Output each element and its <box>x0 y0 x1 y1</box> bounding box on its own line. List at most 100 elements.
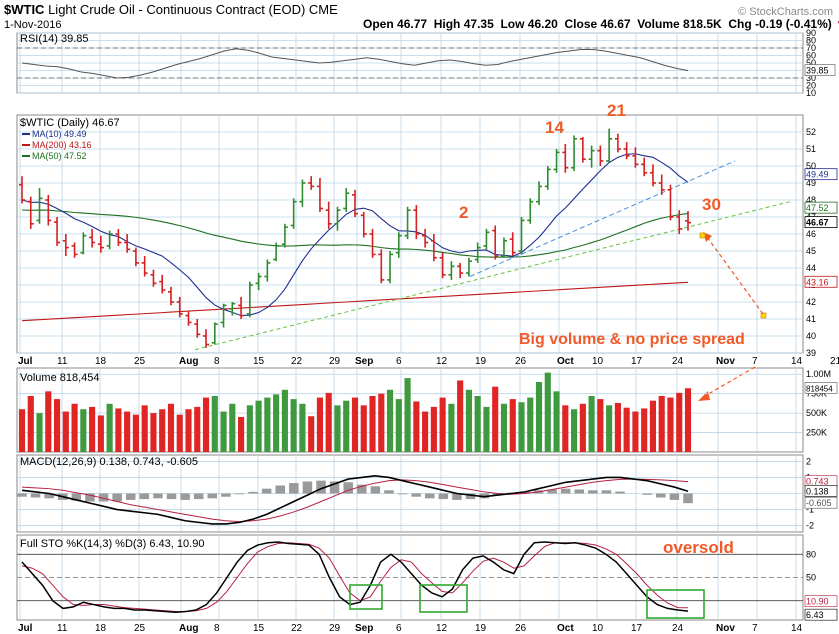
price-bar <box>45 194 52 226</box>
price-tick-label: 41 <box>806 314 816 324</box>
volume-bar <box>290 399 297 452</box>
x-axis-label-bottom: 15 <box>253 623 265 634</box>
volume-bar <box>457 380 464 452</box>
volume-bar <box>45 391 52 452</box>
price-bar <box>132 247 139 267</box>
volume-bar <box>159 409 166 452</box>
volume-bar <box>439 397 446 452</box>
volume-bar <box>430 406 437 452</box>
volume-bar <box>71 403 78 452</box>
price-value-label: 43.16 <box>806 277 829 287</box>
volume-bar <box>465 389 472 452</box>
price-tick-label: 48 <box>806 195 816 205</box>
price-bar <box>369 228 376 258</box>
rsi-label: RSI(14) 39.85 <box>20 33 88 45</box>
ma200-line <box>21 281 689 322</box>
macd-histogram-bar <box>193 493 204 500</box>
price-bar <box>316 177 323 212</box>
price-bar <box>203 329 210 348</box>
x-axis-label: 10 <box>592 356 604 367</box>
x-axis-label: 12 <box>436 356 448 367</box>
price-bar <box>571 135 578 172</box>
x-axis-label: 14 <box>791 356 803 367</box>
price-bar <box>614 133 621 153</box>
chg-label: Chg <box>728 17 752 31</box>
volume-bar <box>229 403 236 452</box>
sto-value-box <box>804 608 838 621</box>
volume-label: Volume 818,454 <box>20 372 100 384</box>
rsi-tick-label: 90 <box>806 28 816 38</box>
price-bar <box>492 225 499 260</box>
x-axis-label-bottom: 19 <box>475 623 487 634</box>
x-axis-label-bottom: Jul <box>18 623 33 634</box>
x-axis-label-bottom: 14 <box>791 623 803 634</box>
macd-histogram-bar <box>30 493 41 498</box>
price-bar <box>264 259 271 282</box>
close-value: 46.67 <box>600 17 631 31</box>
x-axis-label-bottom: 25 <box>134 623 146 634</box>
volume-bar <box>220 411 227 452</box>
sto-tick-label: 80 <box>806 549 816 559</box>
macd-line <box>21 475 689 525</box>
price-value-label: 46.67 <box>806 218 829 228</box>
x-axis-label: 19 <box>475 356 487 367</box>
volume-bar <box>360 405 367 452</box>
macd-histogram-bar <box>329 481 340 494</box>
price-bar <box>536 181 543 206</box>
volume-tick-label: 1.00M <box>806 369 831 379</box>
x-axis-label: 18 <box>95 356 107 367</box>
volume-tick-label: 250K <box>806 428 827 438</box>
price-bar <box>641 157 648 177</box>
price-bar <box>238 296 245 319</box>
price-bar <box>439 252 446 279</box>
volume-bar <box>562 405 569 452</box>
volume-bar <box>343 400 350 452</box>
rising-trendline <box>469 160 736 277</box>
price-value-box <box>804 168 838 181</box>
volume-bar <box>658 396 665 452</box>
price-bar <box>448 261 455 280</box>
price-bar <box>150 269 157 287</box>
close-label: Close <box>564 17 598 31</box>
volume-bar <box>500 403 508 452</box>
volume-bar <box>448 403 455 452</box>
x-axis-label-bottom: 11 <box>57 623 68 634</box>
macd-histogram-bar <box>601 490 612 494</box>
price-bar <box>299 179 306 207</box>
volume-bar <box>18 409 26 452</box>
macd-histogram-bar <box>669 493 680 500</box>
price-bar <box>325 201 332 229</box>
chart-date: 1-Nov-2016 <box>4 19 62 31</box>
x-axis-label-bottom: 6 <box>396 623 402 634</box>
price-bar <box>71 242 78 258</box>
volume-bar <box>141 405 148 452</box>
sto-value-box <box>804 595 838 608</box>
volume-bar <box>132 414 139 452</box>
price-bar <box>579 137 586 163</box>
volume-bar <box>202 397 210 452</box>
price-tick-label: 51 <box>806 144 816 154</box>
volume-value-box <box>804 382 838 394</box>
price-bar <box>220 303 227 328</box>
volume-bar <box>676 392 683 452</box>
wave-2-annotation: 2 <box>459 203 468 222</box>
x-axis-label-bottom: 17 <box>631 623 643 634</box>
macd-label: MACD(12,26,9) 0.138, 0.743, -0.605 <box>20 456 198 468</box>
price-bar <box>422 228 429 248</box>
x-axis-label: Sep <box>355 356 373 367</box>
volume-bar <box>667 397 674 452</box>
macd-histogram-bar <box>221 493 231 497</box>
price-bar <box>553 149 560 173</box>
oversold-annotation: oversold <box>663 538 734 557</box>
macd-value-label: -0.605 <box>806 498 832 508</box>
annotation-arrow-price <box>706 236 764 315</box>
x-axis-label: 25 <box>134 356 146 367</box>
rsi-tick-label: 30 <box>806 73 816 83</box>
rsi-value-label: 39.85 <box>806 66 829 76</box>
volume-bar <box>211 396 218 452</box>
high-label: High <box>433 17 461 31</box>
price-bar <box>474 242 481 263</box>
price-bar <box>176 296 183 318</box>
rsi-tick-label: 60 <box>806 51 816 61</box>
price-bar <box>54 217 61 246</box>
